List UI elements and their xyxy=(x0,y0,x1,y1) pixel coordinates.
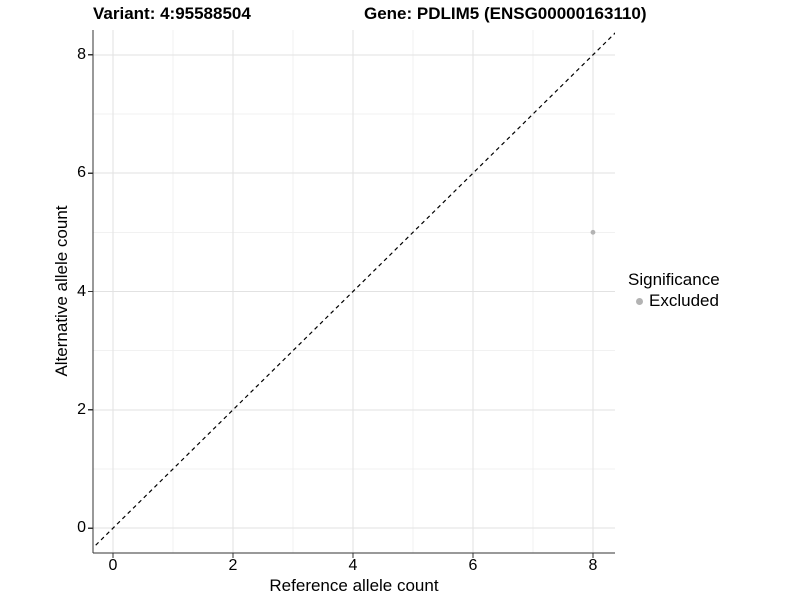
x-axis-title: Reference allele count xyxy=(269,576,439,595)
plot-title-gene: Gene: PDLIM5 (ENSG00000163110) xyxy=(364,4,647,23)
x-tick-label: 8 xyxy=(588,557,598,574)
y-tick-label: 4 xyxy=(77,282,86,300)
x-tick-label: 4 xyxy=(348,557,358,574)
legend-entry-label: Excluded xyxy=(649,291,719,310)
y-tick-label: 2 xyxy=(77,400,86,418)
plot-panel xyxy=(88,30,615,558)
legend-entries: Excluded xyxy=(628,291,720,311)
legend-entry: Excluded xyxy=(628,291,720,311)
data-point xyxy=(590,229,596,235)
y-tick-label: 8 xyxy=(77,45,86,63)
identity-line xyxy=(93,32,615,549)
x-tick-label: 6 xyxy=(468,557,478,574)
legend: Significance Excluded xyxy=(628,270,720,311)
legend-title: Significance xyxy=(628,270,720,289)
y-tick-label: 0 xyxy=(77,519,86,537)
circle-icon xyxy=(636,297,643,305)
plot-title-variant: Variant: 4:95588504 xyxy=(93,4,251,23)
y-tick-label: 6 xyxy=(77,164,86,182)
x-tick-label: 2 xyxy=(228,557,238,574)
x-tick-label: 0 xyxy=(108,557,118,574)
